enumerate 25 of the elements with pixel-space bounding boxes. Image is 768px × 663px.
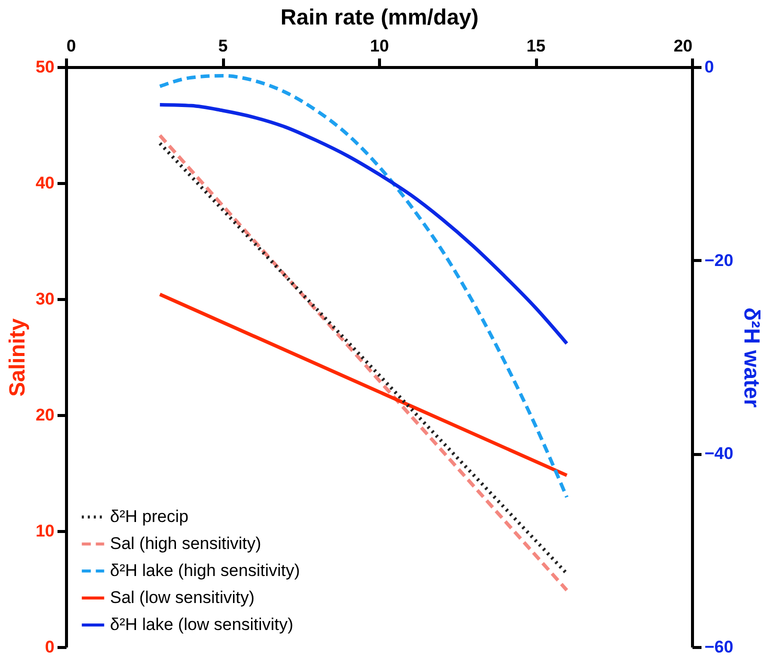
y-tick-label: 20 xyxy=(36,406,54,424)
line-series xyxy=(158,102,569,346)
y-tick-label: 30 xyxy=(36,290,54,308)
legend-label: Sal (high sensitivity) xyxy=(110,534,262,553)
y2-tick-label: −20 xyxy=(704,250,734,270)
y-tick-label: 40 xyxy=(36,174,54,192)
x-tick-label: 15 xyxy=(526,36,546,56)
y-axis-title: Salinity xyxy=(4,318,30,397)
x-tick-label: 10 xyxy=(370,36,389,56)
y2-tick-label: −60 xyxy=(704,638,734,656)
x-axis-title: Rain rate (mm/day) xyxy=(280,4,479,30)
line-series xyxy=(158,74,569,499)
y2-axis-title: δ²H water xyxy=(739,307,764,408)
legend-label: Sal (low sensitivity) xyxy=(110,588,255,607)
x-tick-label: 5 xyxy=(218,36,228,56)
x-tick-label: 20 xyxy=(674,36,692,56)
legend-label: δ²H precip xyxy=(110,507,188,526)
x-tick-label: 0 xyxy=(66,36,76,56)
y2-tick-label: −40 xyxy=(704,444,734,464)
y-tick-label: 10 xyxy=(36,522,54,540)
y2-tick-label: 0 xyxy=(704,58,714,76)
y-tick-label: 50 xyxy=(36,58,54,76)
y-tick-label: 0 xyxy=(45,638,54,656)
legend-label: δ²H lake (low sensitivity) xyxy=(110,615,294,634)
legend-label: δ²H lake (high sensitivity) xyxy=(110,561,300,580)
